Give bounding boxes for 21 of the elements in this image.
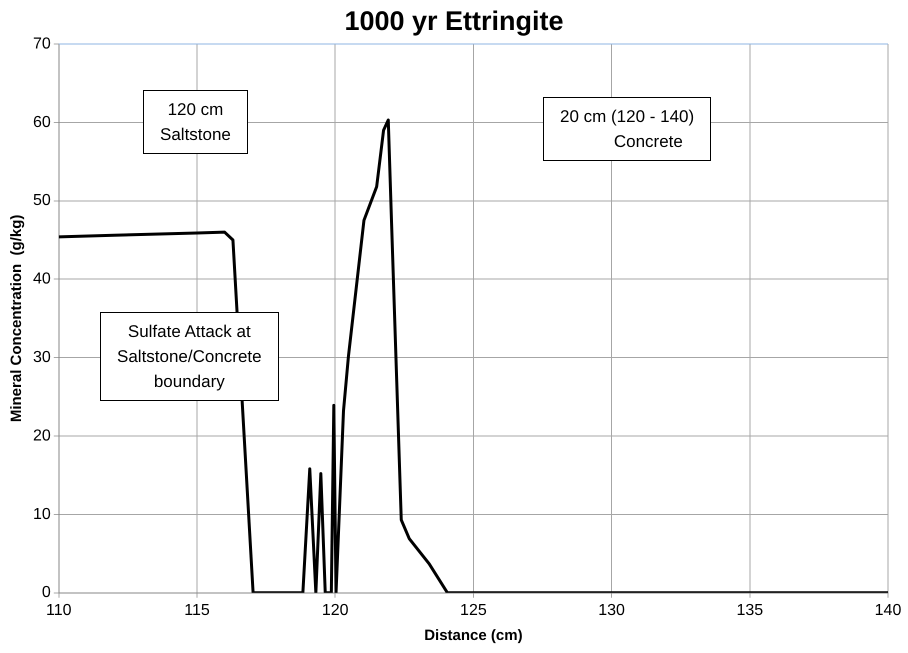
y-tick-label: 20 (33, 427, 51, 444)
x-tick-label: 130 (598, 602, 626, 619)
y-tick-label: 10 (33, 506, 51, 523)
y-tick-label: 40 (33, 270, 51, 288)
x-tick-label: 110 (46, 602, 72, 619)
y-axis-title: Mineral Concentration (g/kg) (8, 214, 26, 422)
x-axis-title: Distance (cm) (424, 627, 523, 644)
x-tick-label: 125 (460, 602, 487, 619)
x-tick-label: 115 (184, 602, 210, 619)
x-tick-label: 120 (322, 602, 349, 619)
chart-title: 1000 yr Ettringite (343, 6, 565, 37)
y-tick-label: 0 (42, 584, 51, 602)
y-tick-label: 30 (33, 349, 51, 366)
annotation: 20 cm (120 - 140) Concrete (543, 97, 712, 161)
x-tick-label: 140 (874, 602, 902, 619)
y-tick-label: 60 (33, 114, 51, 131)
y-tick-label: 70 (33, 35, 51, 52)
y-tick-label: 50 (33, 192, 51, 210)
x-tick-label: 135 (736, 602, 764, 619)
annotation: 120 cm Saltstone (143, 90, 248, 154)
annotation: Sulfate Attack at Saltstone/Concrete boundary (100, 312, 279, 401)
